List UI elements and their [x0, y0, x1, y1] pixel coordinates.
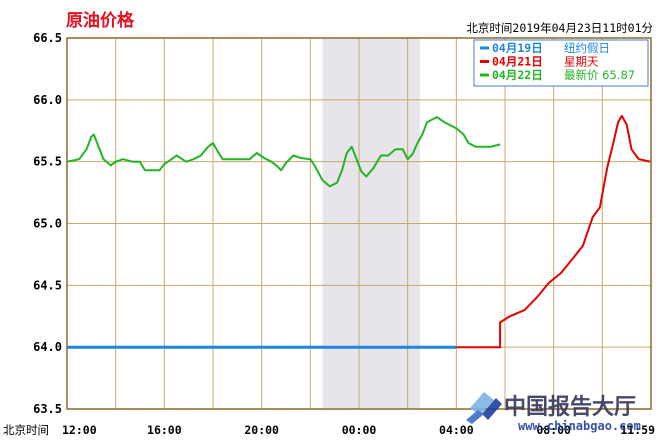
x-tick-label: 12:00 [62, 423, 97, 437]
legend-note: 最新价 65.87 [564, 68, 635, 82]
y-tick-labels: 66.5 66.0 65.5 65.0 64.5 64.0 63.5 [33, 31, 62, 416]
legend: 04月19日 纽约假日 04月21日 星期天 04月22日 最新价 65.87 [473, 39, 649, 87]
chart-title: 原油价格 [66, 10, 135, 31]
y-tick-label: 66.5 [33, 31, 62, 45]
y-tick-label: 64.5 [33, 278, 62, 292]
series-line [456, 114, 651, 349]
x-tick-labels: 北京时间 12:00 16:00 20:00 00:00 04:00 08:00 11:59 [3, 423, 655, 437]
watermark-url: www.chinabgao.com [518, 419, 641, 433]
x-tick-label: 00:00 [342, 423, 377, 437]
legend-date: 04月19日 [492, 41, 543, 55]
timestamp: 北京时间2019年04月23日11时01分 [466, 21, 653, 35]
series-line [66, 116, 501, 188]
y-tick-label: 65.5 [33, 155, 62, 169]
x-tick-label: 16:00 [147, 423, 182, 437]
legend-note: 纽约假日 [564, 41, 610, 55]
series-lines [66, 114, 651, 349]
chinabgao-logo-icon [466, 392, 502, 424]
x-axis-prefix: 北京时间 [3, 423, 49, 437]
y-tick-label: 63.5 [33, 402, 62, 416]
watermark: 中国报告大厅 www.chinabgao.com [466, 392, 641, 433]
x-tick-label: 08:00 [536, 423, 571, 437]
y-tick-label: 64.0 [33, 340, 62, 354]
legend-date: 04月21日 [492, 55, 543, 69]
axes [66, 37, 652, 410]
y-tick-label: 65.0 [33, 217, 62, 231]
plot-frame [66, 37, 652, 410]
x-tick-label: 04:00 [439, 423, 474, 437]
y-tick-label: 66.0 [33, 93, 62, 107]
x-tick-label: 20:00 [244, 423, 279, 437]
legend-note: 星期天 [564, 55, 599, 69]
x-tick-label: 11:59 [620, 423, 655, 437]
legend-date: 04月22日 [492, 68, 543, 82]
legend-box [473, 39, 649, 87]
watermark-name: 中国报告大厅 [504, 395, 636, 420]
